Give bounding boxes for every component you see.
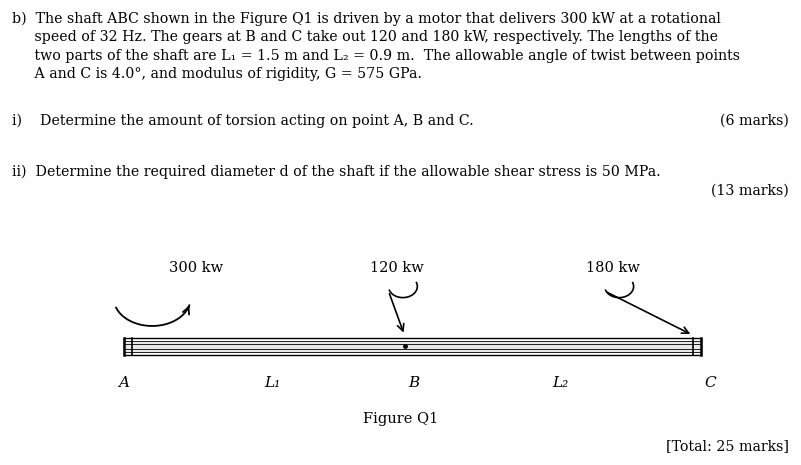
Text: b)  The shaft ABC shown in the Figure Q1 is driven by a motor that delivers 300 : b) The shaft ABC shown in the Figure Q1 … (12, 12, 721, 26)
Text: ii)  Determine the required diameter d of the shaft if the allowable shear stres: ii) Determine the required diameter d of… (12, 165, 661, 179)
Text: A and C is 4.0°, and modulus of rigidity, G = 575 GPa.: A and C is 4.0°, and modulus of rigidity… (12, 67, 422, 81)
Text: L₁: L₁ (264, 376, 280, 390)
Text: speed of 32 Hz. The gears at B and C take out 120 and 180 kW, respectively. The : speed of 32 Hz. The gears at B and C tak… (12, 30, 718, 44)
Text: i)    Determine the amount of torsion acting on point A, B and C.: i) Determine the amount of torsion actin… (12, 114, 473, 128)
Text: two parts of the shaft are L₁ = 1.5 m and L₂ = 0.9 m.  The allowable angle of tw: two parts of the shaft are L₁ = 1.5 m an… (12, 49, 740, 63)
Text: L₂: L₂ (553, 376, 569, 390)
Text: Figure Q1: Figure Q1 (363, 412, 438, 425)
Text: [Total: 25 marks]: [Total: 25 marks] (666, 439, 789, 453)
Text: (6 marks): (6 marks) (720, 114, 789, 128)
Text: 300 kw: 300 kw (169, 261, 223, 275)
Text: C: C (705, 376, 717, 390)
Bar (124, 341, 701, 352)
Bar (124, 338, 701, 355)
Text: (13 marks): (13 marks) (711, 184, 789, 198)
Text: 120 kw: 120 kw (369, 261, 424, 275)
Text: B: B (409, 376, 420, 390)
Text: 180 kw: 180 kw (586, 261, 640, 275)
Text: A: A (118, 376, 129, 390)
